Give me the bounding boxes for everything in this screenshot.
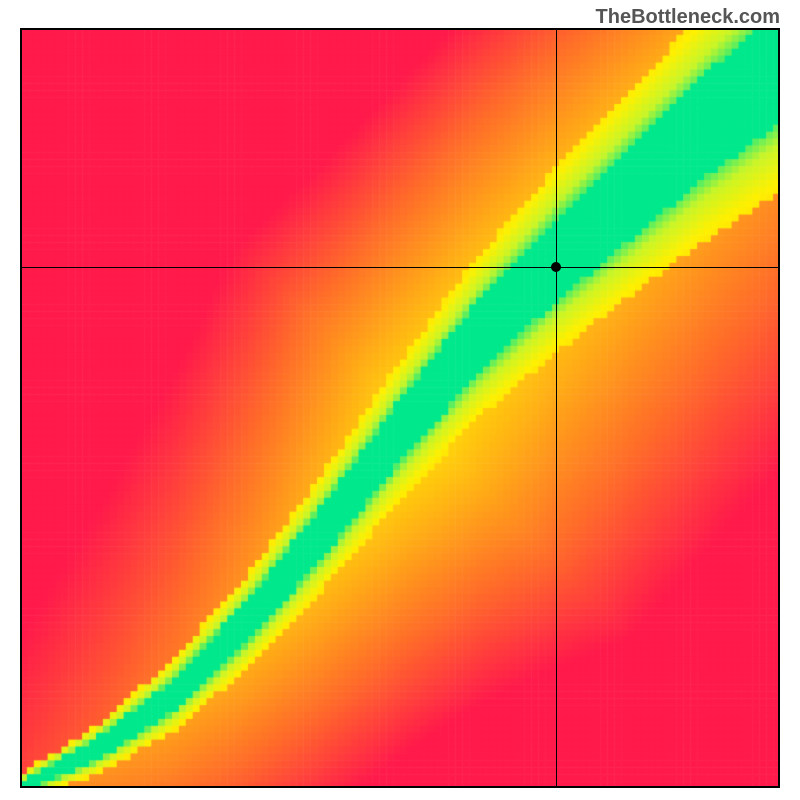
bottleneck-heatmap [20, 28, 780, 788]
watermark-text: TheBottleneck.com [596, 6, 780, 29]
crosshair-horizontal [20, 267, 780, 268]
heatmap-canvas [20, 28, 780, 788]
crosshair-vertical [556, 28, 557, 788]
selected-point-marker [551, 262, 561, 272]
